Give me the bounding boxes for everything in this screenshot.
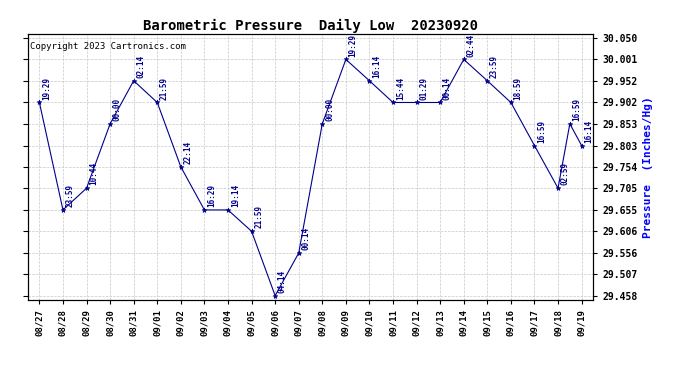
Text: 22:14: 22:14 (184, 141, 193, 164)
Text: Copyright 2023 Cartronics.com: Copyright 2023 Cartronics.com (30, 42, 186, 51)
Text: 23:59: 23:59 (66, 184, 75, 207)
Text: 16:29: 16:29 (207, 184, 216, 207)
Text: 04:14: 04:14 (278, 270, 287, 293)
Text: 23:59: 23:59 (490, 55, 499, 78)
Text: 19:14: 19:14 (230, 184, 239, 207)
Text: 15:44: 15:44 (396, 76, 405, 100)
Text: 02:14: 02:14 (137, 55, 146, 78)
Text: 19:29: 19:29 (348, 33, 357, 57)
Text: 19:29: 19:29 (42, 76, 51, 100)
Text: 02:44: 02:44 (466, 33, 475, 57)
Text: 21:59: 21:59 (255, 206, 264, 228)
Y-axis label: Pressure  (Inches/Hg): Pressure (Inches/Hg) (643, 96, 653, 238)
Text: 10:44: 10:44 (89, 162, 98, 185)
Text: 16:14: 16:14 (372, 55, 381, 78)
Text: 00:00: 00:00 (113, 98, 122, 121)
Title: Barometric Pressure  Daily Low  20230920: Barometric Pressure Daily Low 20230920 (143, 18, 478, 33)
Text: 18:59: 18:59 (513, 76, 522, 100)
Text: 02:59: 02:59 (561, 162, 570, 185)
Text: 16:59: 16:59 (538, 120, 546, 143)
Text: 00:14: 00:14 (443, 76, 452, 100)
Text: 01:29: 01:29 (420, 76, 428, 100)
Text: 21:59: 21:59 (160, 76, 169, 100)
Text: 00:14: 00:14 (302, 227, 310, 250)
Text: 16:59: 16:59 (573, 98, 582, 121)
Text: 00:00: 00:00 (325, 98, 334, 121)
Text: 16:14: 16:14 (584, 120, 593, 143)
